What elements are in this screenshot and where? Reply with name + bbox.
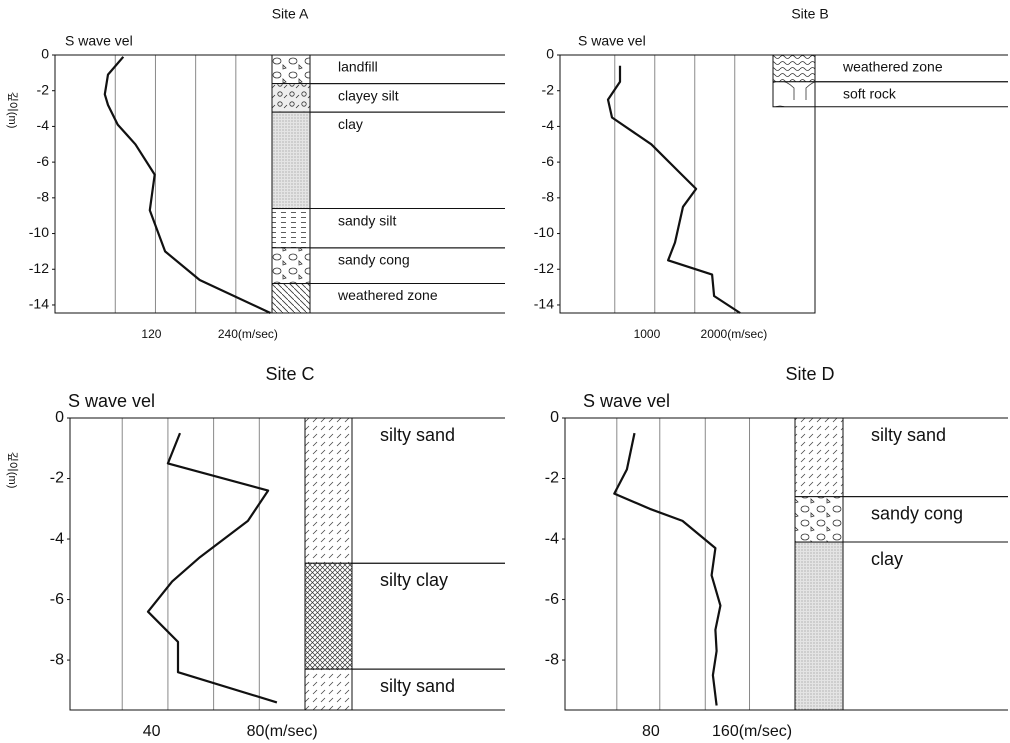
layer-label: weathered zone xyxy=(337,287,438,303)
series-label: S wave vel xyxy=(583,391,670,411)
layer-label: silty sand xyxy=(380,676,455,696)
layer-label: weathered zone xyxy=(842,59,943,75)
y-tick-label: -6 xyxy=(542,153,555,169)
layer-label: clay xyxy=(871,549,903,569)
y-tick-label: -8 xyxy=(37,189,50,205)
y-tick-label: -12 xyxy=(29,260,49,276)
series-label: S wave vel xyxy=(68,391,155,411)
y-tick-label: -10 xyxy=(29,224,49,240)
x-tick-label: 1000 xyxy=(634,327,661,341)
velocity-line xyxy=(608,66,740,313)
y-axis-label: 깊이(m) xyxy=(6,92,19,129)
x-tick-label: 120 xyxy=(141,327,161,341)
layer-label: sandy cong xyxy=(338,252,410,268)
layer-label: landfill xyxy=(338,59,378,75)
soil-layer xyxy=(773,55,815,82)
layer-label: clay xyxy=(338,116,363,132)
y-tick-label: -2 xyxy=(545,470,559,487)
panel-title: Site C xyxy=(265,364,314,384)
panel-title: Site D xyxy=(785,364,834,384)
series-label: S wave vel xyxy=(578,33,646,49)
soil-layer xyxy=(272,248,310,284)
velocity-line xyxy=(105,57,271,313)
figure: Site A 깊이(m) 0 -2 -4 -6 -8 -10 -12 -14 120 240(m/se… xyxy=(0,0,1010,743)
y-tick-label: -14 xyxy=(534,296,554,312)
layer-label: silty sand xyxy=(871,425,946,445)
soil-layer xyxy=(272,84,310,113)
y-tick-label: -8 xyxy=(542,189,555,205)
soil-layer xyxy=(773,82,815,107)
x-tick-label: 80(m/sec) xyxy=(247,723,318,740)
layer-label: clayey silt xyxy=(338,87,399,103)
y-tick-label: 0 xyxy=(41,46,49,62)
y-tick-label: -4 xyxy=(50,530,64,547)
x-tick-label: 80 xyxy=(642,723,660,740)
panel-title: Site A xyxy=(272,6,309,22)
soil-layer xyxy=(272,209,310,248)
y-tick-label: -4 xyxy=(545,530,559,547)
y-tick-label: -14 xyxy=(29,296,49,312)
soil-layer xyxy=(795,542,843,710)
page: Site A 깊이(m) 0 -2 -4 -6 -8 -10 -12 -14 120 240(m/se… xyxy=(0,0,1010,743)
layer-label: silty sand xyxy=(380,425,455,445)
y-tick-label: -10 xyxy=(534,224,554,240)
x-tick-label: 160(m/sec) xyxy=(712,723,792,740)
soil-layer xyxy=(305,418,352,563)
layer-label: silty clay xyxy=(380,570,448,590)
x-tick-label: 2000(m/sec) xyxy=(701,327,768,341)
y-tick-label: -2 xyxy=(50,470,64,487)
y-tick-label: -4 xyxy=(37,117,50,133)
y-tick-label: -2 xyxy=(542,81,555,97)
soil-layer xyxy=(272,55,310,84)
y-tick-label: -6 xyxy=(37,153,50,169)
y-axis-label: 깊이(m) xyxy=(6,452,19,489)
soil-layer xyxy=(795,418,843,497)
soil-layer xyxy=(305,563,352,669)
soil-layer xyxy=(272,284,310,313)
x-tick-label: 240(m/sec) xyxy=(218,327,278,341)
series-label: S wave vel xyxy=(65,33,133,49)
y-tick-label: 0 xyxy=(55,409,64,426)
y-tick-label: -6 xyxy=(545,591,559,608)
y-tick-label: -6 xyxy=(50,591,64,608)
soil-layer xyxy=(272,112,310,208)
layer-label: soft rock xyxy=(843,85,897,101)
x-tick-label: 40 xyxy=(143,723,161,740)
velocity-line xyxy=(614,433,720,705)
velocity-line xyxy=(148,433,277,702)
layer-label: sandy silt xyxy=(338,212,396,228)
panel-title: Site B xyxy=(791,6,828,22)
y-tick-label: -8 xyxy=(545,651,559,668)
soil-layer xyxy=(795,497,843,542)
y-tick-label: -8 xyxy=(50,651,64,668)
y-tick-label: -12 xyxy=(534,260,554,276)
y-tick-label: -2 xyxy=(37,81,50,97)
y-tick-label: 0 xyxy=(546,46,554,62)
soil-layer xyxy=(305,669,352,710)
layer-label: sandy cong xyxy=(871,503,963,523)
y-tick-label: 0 xyxy=(550,409,559,426)
y-tick-label: -4 xyxy=(542,117,555,133)
